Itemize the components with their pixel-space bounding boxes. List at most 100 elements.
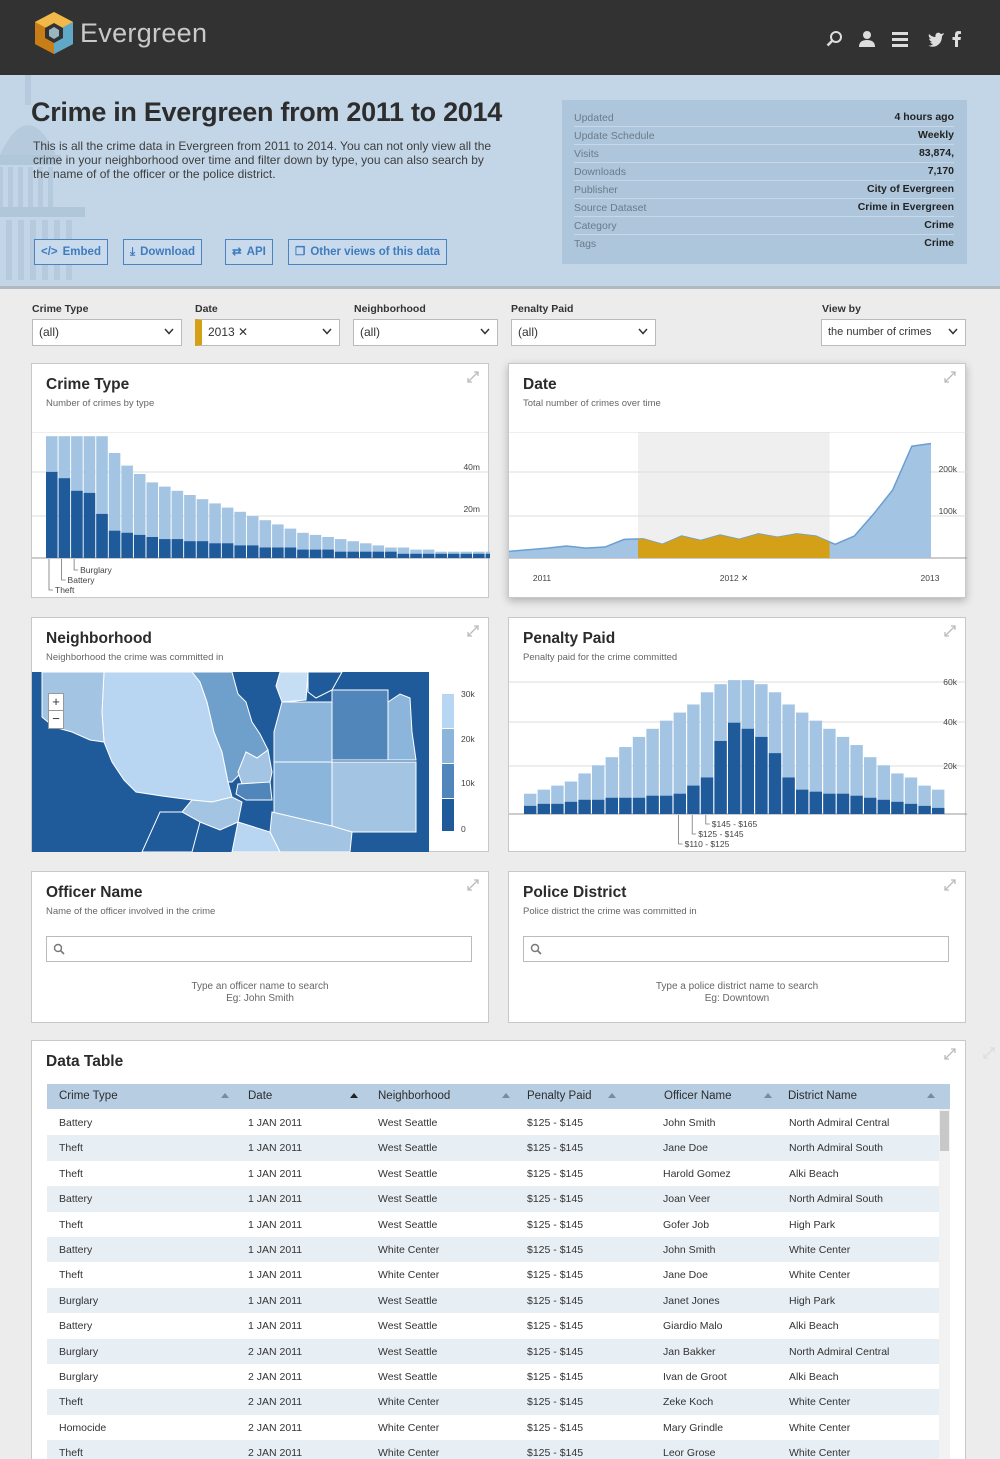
expand-icon[interactable] — [943, 1047, 957, 1061]
table-row[interactable]: Battery 1 JAN 2011 White Center $125 - $145… — [47, 1237, 939, 1263]
twitter-icon[interactable] — [927, 30, 945, 48]
resize-handle-icon[interactable] — [982, 1046, 996, 1060]
api-button[interactable]: ⇄ API — [225, 239, 273, 265]
bar-filtered[interactable] — [209, 543, 221, 558]
bar-total[interactable] — [360, 543, 372, 558]
bar-filtered[interactable] — [728, 722, 741, 814]
search-icon[interactable] — [826, 30, 844, 48]
bar-filtered[interactable] — [435, 553, 447, 558]
bar-filtered[interactable] — [71, 490, 83, 558]
expand-icon[interactable] — [943, 370, 957, 384]
bar-total[interactable] — [796, 712, 809, 814]
bar-filtered[interactable] — [700, 777, 714, 814]
officer-search-input[interactable] — [46, 936, 472, 962]
penalty-select[interactable]: (all) — [511, 319, 656, 346]
bar-filtered[interactable] — [108, 530, 121, 558]
table-row[interactable]: Burglary 1 JAN 2011 West Seattle $125 - $14… — [47, 1287, 939, 1314]
bar-filtered[interactable] — [687, 785, 700, 814]
user-icon[interactable] — [858, 30, 876, 48]
bar-filtered[interactable] — [877, 799, 890, 814]
bar-total[interactable] — [133, 474, 146, 558]
bar-filtered[interactable] — [891, 801, 904, 814]
bar-total[interactable] — [322, 537, 334, 558]
bar-filtered[interactable] — [397, 553, 410, 558]
expand-icon[interactable] — [466, 370, 480, 384]
bar-total[interactable] — [334, 539, 347, 558]
column-header-crime-type[interactable]: Crime Type — [59, 1090, 118, 1102]
meta-value[interactable]: Crime — [924, 237, 954, 249]
bar-filtered[interactable] — [171, 539, 184, 558]
bar-total[interactable] — [823, 728, 836, 814]
table-row[interactable]: Theft 1 JAN 2011 West Seattle $125 - $145 Ha… — [47, 1161, 939, 1186]
bar-filtered[interactable] — [592, 799, 605, 814]
bar-filtered[interactable] — [447, 553, 460, 558]
column-header-date[interactable]: Date — [248, 1090, 273, 1102]
bar-filtered[interactable] — [372, 551, 385, 558]
bar-filtered[interactable] — [850, 795, 863, 814]
bar-filtered[interactable] — [309, 549, 322, 558]
bar-total[interactable] — [809, 720, 822, 814]
bar-filtered[interactable] — [422, 553, 435, 558]
bar-total[interactable] — [673, 712, 686, 814]
bar-filtered[interactable] — [410, 553, 422, 558]
bar-filtered[interactable] — [796, 789, 809, 814]
neighborhood-select[interactable]: (all) — [353, 319, 498, 346]
sort-arrow-icon[interactable] — [502, 1093, 510, 1098]
bar-filtered[interactable] — [564, 801, 578, 814]
column-header-penalty[interactable]: Penalty Paid — [527, 1090, 592, 1102]
date-area-chart[interactable]: 200k 100k 2011 2012 ✕ 2013 — [509, 432, 967, 594]
bar-filtered[interactable] — [347, 551, 359, 558]
bar-filtered[interactable] — [334, 551, 347, 558]
table-row[interactable]: Burglary 2 JAN 2011 West Seattle $125 - $14… — [47, 1364, 939, 1389]
bar-filtered[interactable] — [322, 549, 334, 558]
area-series-selected[interactable] — [509, 444, 931, 558]
sort-arrow-icon[interactable] — [350, 1093, 358, 1098]
bar-filtered[interactable] — [768, 753, 782, 814]
bar-filtered[interactable] — [159, 539, 171, 558]
bar-total[interactable] — [108, 453, 121, 558]
bar-filtered[interactable] — [864, 797, 877, 814]
column-header-neighborhood[interactable]: Neighborhood — [378, 1090, 451, 1102]
bar-filtered[interactable] — [473, 553, 485, 558]
bar-filtered[interactable] — [524, 805, 537, 814]
bar-total[interactable] — [171, 490, 184, 558]
meta-value[interactable]: Crime in Evergreen — [857, 201, 954, 213]
bar-filtered[interactable] — [196, 541, 209, 558]
bar-filtered[interactable] — [660, 795, 673, 814]
bar-filtered[interactable] — [782, 777, 795, 814]
bar-total[interactable] — [397, 547, 410, 559]
evergreen-logo-icon[interactable] — [32, 10, 76, 56]
bar-filtered[interactable] — [46, 471, 58, 558]
neighborhood-choropleth-map[interactable] — [32, 672, 429, 852]
bar-filtered[interactable] — [741, 728, 754, 814]
facebook-icon[interactable] — [948, 30, 966, 48]
bar-total[interactable] — [209, 503, 221, 558]
district-search-input[interactable] — [523, 936, 949, 962]
table-row[interactable]: Battery 1 JAN 2011 West Seattle $125 - $145… — [47, 1313, 939, 1338]
bar-total[interactable] — [96, 436, 108, 558]
bar-total[interactable] — [632, 736, 646, 814]
sort-arrow-icon[interactable] — [927, 1093, 935, 1098]
expand-icon[interactable] — [943, 878, 957, 892]
crime-type-select[interactable]: (all) — [32, 319, 182, 346]
sort-arrow-icon[interactable] — [764, 1093, 772, 1098]
penalty-bar-chart[interactable]: 60k 40k 20k $145 - $165$125 - $145$110 - $1… — [509, 672, 967, 850]
table-row[interactable]: Theft 1 JAN 2011 West Seattle $125 - $145 Ja… — [47, 1135, 939, 1161]
bar-total[interactable] — [159, 486, 171, 558]
bar-filtered[interactable] — [918, 805, 931, 814]
bar-filtered[interactable] — [632, 797, 646, 814]
bar-total[interactable] — [121, 465, 133, 558]
expand-icon[interactable] — [466, 624, 480, 638]
date-select[interactable]: 2013 ✕ — [195, 319, 340, 346]
bar-filtered[interactable] — [537, 803, 550, 814]
bar-filtered[interactable] — [246, 545, 259, 558]
bar-total[interactable] — [196, 499, 209, 558]
bar-filtered[interactable] — [234, 545, 246, 558]
meta-value[interactable]: Crime — [924, 219, 954, 231]
bar-filtered[interactable] — [836, 793, 850, 814]
table-row[interactable]: Theft 1 JAN 2011 West Seattle $125 - $145 Go… — [47, 1212, 939, 1237]
bar-filtered[interactable] — [485, 553, 490, 558]
sort-arrow-icon[interactable] — [221, 1093, 229, 1098]
bar-filtered[interactable] — [121, 532, 133, 558]
